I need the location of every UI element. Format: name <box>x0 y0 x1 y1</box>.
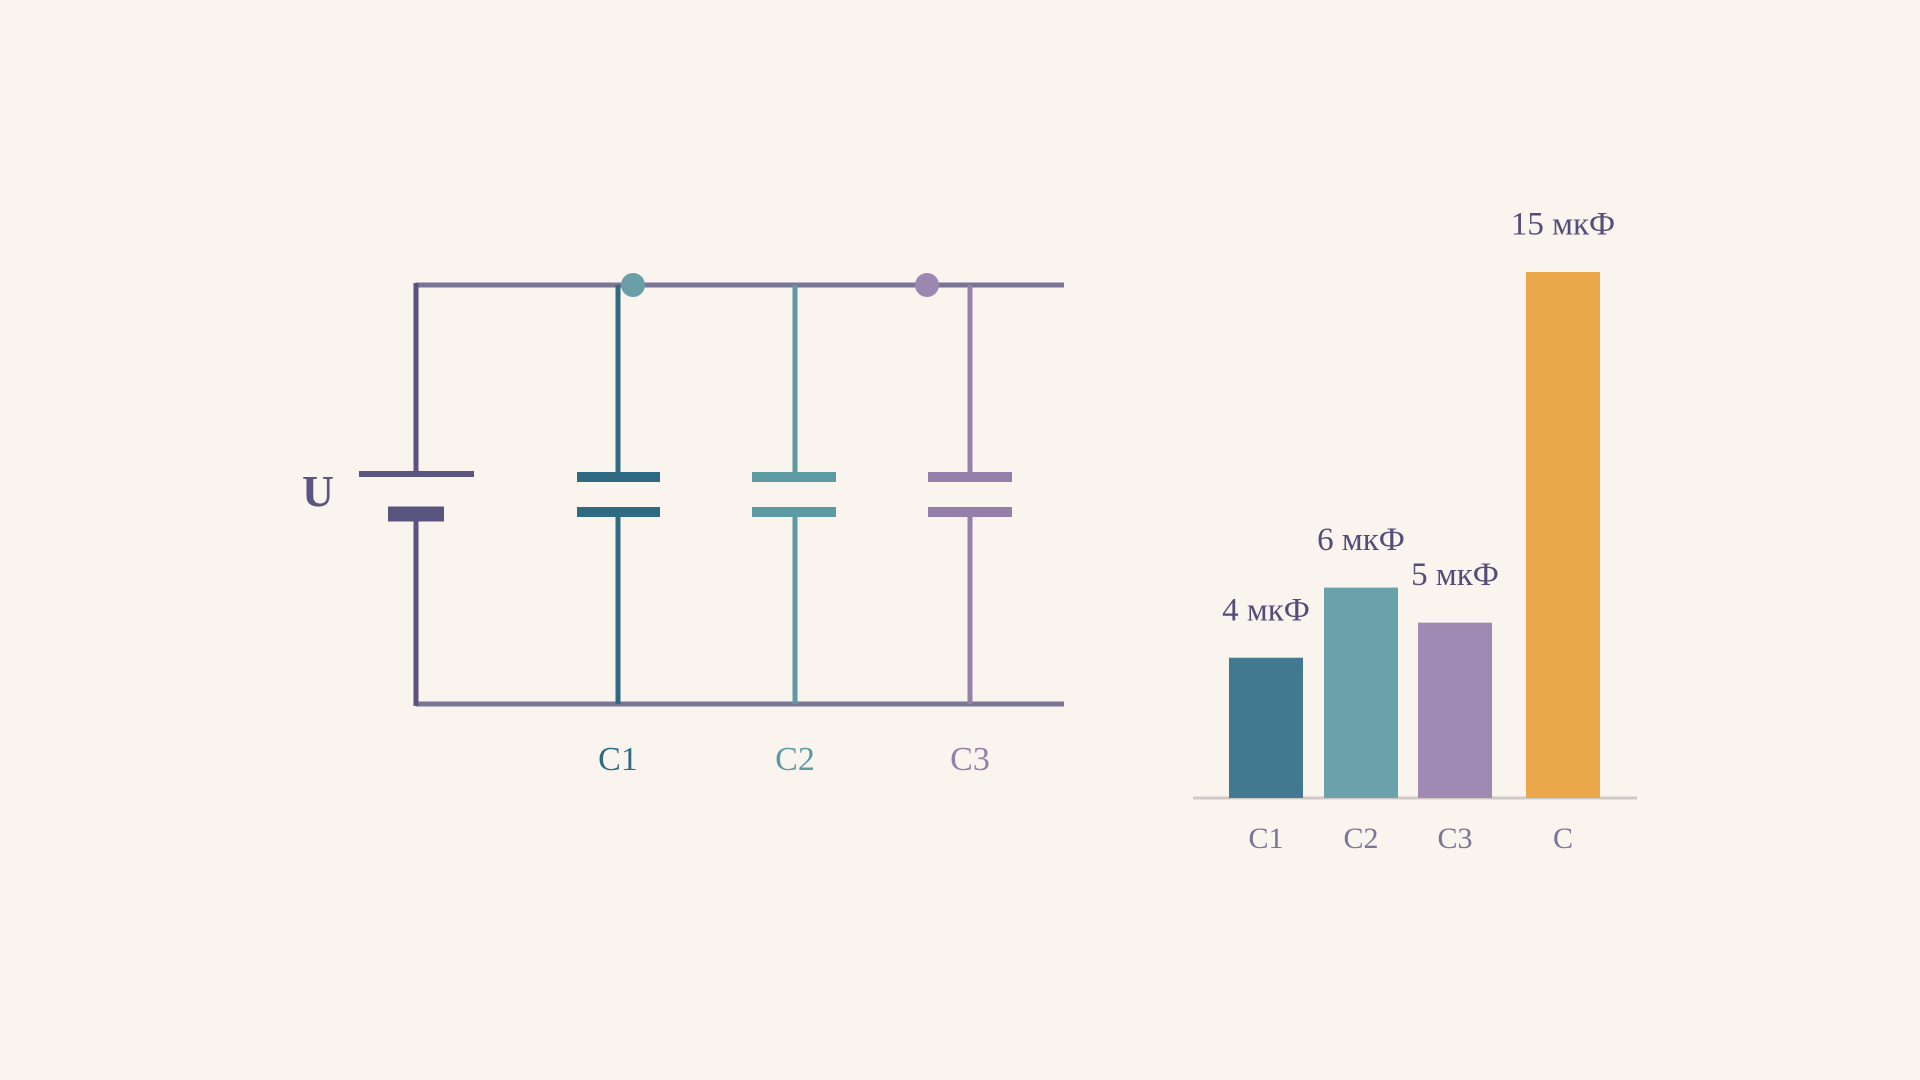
value-label: 4 мкФ <box>1222 592 1310 628</box>
value-label: 6 мкФ <box>1317 522 1405 558</box>
charge-dot <box>621 273 645 297</box>
bar <box>1526 272 1600 798</box>
category-label: C2 <box>1343 822 1378 855</box>
capacitor <box>928 285 1012 704</box>
bar <box>1324 587 1398 798</box>
circuit: U C1 C2 C3 <box>302 273 1064 778</box>
source-label: U <box>302 467 334 516</box>
category-label: C <box>1553 822 1573 855</box>
charge-dot <box>915 273 939 297</box>
capacitor-label: C3 <box>950 741 990 778</box>
capacitor <box>752 285 836 704</box>
capacitor-label: C1 <box>598 741 638 778</box>
category-label: C3 <box>1437 822 1472 855</box>
capacitor-label: C2 <box>775 741 815 778</box>
value-label: 15 мкФ <box>1511 207 1615 243</box>
value-label: 5 мкФ <box>1411 557 1499 593</box>
category-label: C1 <box>1248 822 1283 855</box>
capacitor <box>577 285 660 704</box>
bar <box>1229 657 1303 798</box>
bar <box>1418 622 1492 798</box>
bar-chart: 4 мкФ C1 6 мкФ C2 5 мкФ C3 15 мкФ C <box>1193 207 1637 855</box>
